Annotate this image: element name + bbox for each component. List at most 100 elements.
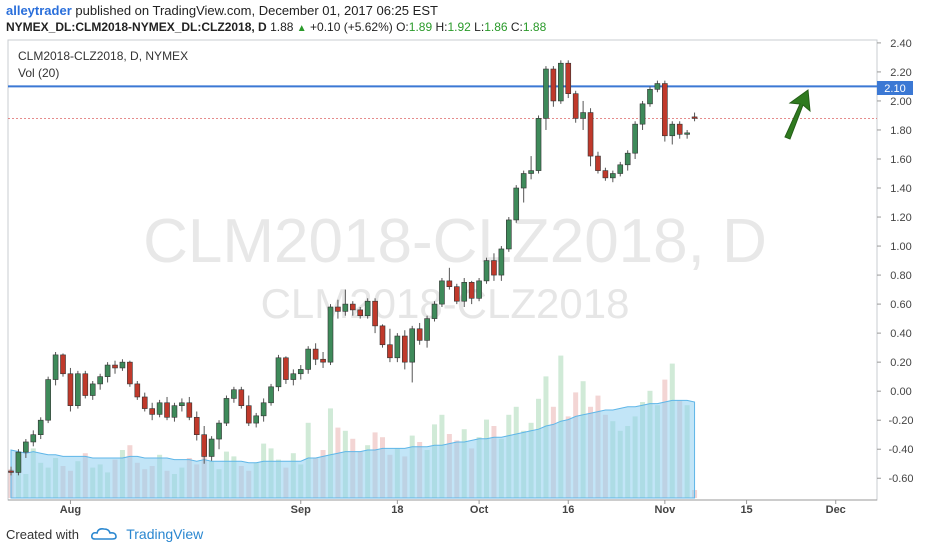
author-link[interactable]: alleytrader — [6, 3, 72, 18]
candle — [342, 289, 349, 316]
open-label: O: — [396, 20, 409, 34]
x-tick-label: Sep — [291, 504, 311, 516]
candle-body — [662, 83, 668, 137]
y-tick-label: 1.40 — [890, 183, 911, 195]
close-value: 1.88 — [522, 20, 547, 34]
candle-body — [587, 112, 594, 157]
candle-body — [52, 354, 59, 380]
candle-body — [357, 309, 364, 317]
y-tick-label: 0.00 — [890, 386, 911, 398]
y-tick-label: -0.20 — [888, 415, 913, 427]
candle — [216, 420, 222, 450]
footer: Created with TradingView — [6, 526, 203, 544]
candle-body — [520, 173, 527, 189]
candle — [30, 430, 37, 447]
y-tick-label: 0.40 — [890, 328, 911, 340]
candle-body — [453, 286, 460, 302]
y-tick-label: 0.80 — [890, 270, 911, 282]
candle-body — [216, 422, 222, 440]
candle-body — [171, 405, 178, 418]
last-price: 1.88 — [270, 20, 294, 34]
created-with-text: Created with — [6, 527, 79, 542]
candle-body — [305, 348, 312, 370]
candle-body — [82, 373, 89, 396]
candle — [104, 362, 111, 383]
candle-body — [15, 451, 22, 473]
candle-body — [312, 348, 319, 360]
candle — [431, 301, 438, 322]
candle-body — [208, 438, 215, 457]
candle-body — [149, 408, 155, 415]
x-tick-label: Dec — [826, 504, 846, 516]
candle-body — [684, 132, 690, 135]
candle — [290, 369, 297, 386]
candle — [654, 80, 661, 93]
x-tick-label: 16 — [562, 504, 574, 516]
candle-body — [483, 260, 490, 282]
high-value: 1.92 — [447, 20, 471, 34]
candle — [439, 277, 445, 308]
candle-body — [335, 306, 341, 312]
candle-body — [231, 389, 237, 399]
candle — [349, 301, 356, 316]
published-text: published on TradingView.com, December 0… — [75, 3, 438, 18]
candle-body — [639, 103, 646, 125]
candle — [201, 425, 207, 464]
legend-series-title[interactable]: CLM2018-CLZ2018, D, NYMEX — [18, 49, 189, 63]
y-tick-label: 1.80 — [890, 125, 911, 137]
candle-body — [431, 303, 438, 319]
candle — [179, 398, 185, 412]
high-label: H: — [435, 20, 448, 34]
hline-price-badge — [877, 81, 913, 95]
candle-body — [23, 441, 29, 453]
candle-body — [201, 434, 207, 457]
candle — [260, 398, 267, 422]
candle-body — [595, 155, 601, 171]
candle — [520, 170, 527, 203]
candle — [283, 356, 289, 384]
candle-body — [223, 398, 230, 424]
candle-body — [193, 416, 200, 436]
candle — [75, 370, 81, 409]
candle-body — [394, 335, 401, 359]
candle — [23, 439, 29, 458]
candle — [312, 343, 319, 366]
candle-body — [572, 93, 579, 119]
candle — [156, 399, 163, 418]
candle — [82, 370, 89, 399]
candle — [401, 330, 408, 370]
candle-body — [379, 325, 386, 346]
candle — [89, 381, 96, 400]
candle-body — [617, 164, 624, 174]
tradingview-brand-link[interactable]: TradingView — [126, 526, 204, 542]
candle-body — [164, 402, 170, 418]
candle-body — [8, 470, 14, 473]
candle-body — [179, 402, 185, 406]
candle — [446, 267, 453, 290]
candle — [476, 277, 482, 302]
candle-body — [349, 303, 356, 311]
candle — [37, 417, 44, 440]
candle-body — [245, 405, 252, 424]
candle — [45, 376, 51, 424]
trend-arrow-annotation[interactable] — [784, 89, 811, 140]
candle — [60, 353, 66, 377]
candle-body — [535, 118, 542, 171]
candle — [409, 325, 416, 383]
candle-body — [89, 383, 96, 396]
symbol-name[interactable]: NYMEX_DL:CLM2018-NYMEX_DL:CLZ2018, D — [6, 20, 267, 34]
x-axis: Aug Sep 18 Oct 16 Nov 15 Dec — [8, 499, 877, 516]
legend-volume[interactable]: Vol (20) — [18, 66, 60, 80]
candle — [305, 346, 312, 374]
candle — [387, 328, 393, 363]
candle-body — [290, 373, 297, 380]
candle — [15, 449, 22, 476]
candle — [231, 386, 237, 403]
hline-price-label: 2.10 — [884, 83, 905, 95]
candle — [565, 60, 572, 99]
candle-body — [186, 402, 193, 418]
candle-body — [647, 89, 653, 105]
candle — [119, 359, 126, 371]
candle — [171, 402, 178, 422]
